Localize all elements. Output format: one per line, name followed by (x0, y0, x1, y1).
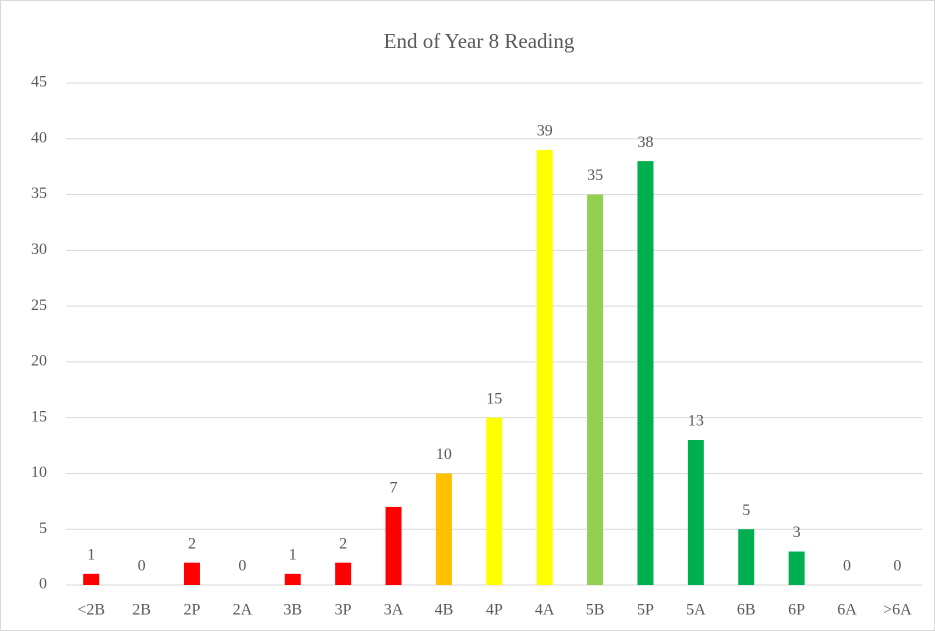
data-label: 15 (486, 390, 502, 407)
bar (486, 417, 503, 585)
data-label: 2 (188, 535, 196, 552)
bar (284, 573, 301, 585)
y-tick-label: 5 (39, 520, 47, 537)
y-tick-label: 20 (31, 353, 47, 370)
x-tick-label: 2A (233, 602, 253, 619)
x-tick-label: 6B (737, 602, 756, 619)
x-tick-label: 3B (283, 602, 302, 619)
x-tick-label: >6A (883, 602, 912, 619)
bar (637, 161, 654, 586)
x-tick-label: 3A (384, 602, 404, 619)
data-label: 10 (436, 446, 452, 463)
bar (788, 551, 805, 585)
data-label: 1 (289, 547, 297, 564)
bar (183, 562, 200, 585)
bar (335, 562, 352, 585)
data-label: 1 (87, 547, 95, 564)
y-tick-label: 25 (31, 297, 47, 314)
data-label: 35 (587, 167, 603, 184)
x-tick-label: <2B (77, 602, 105, 619)
data-label: 38 (637, 134, 653, 151)
chart-title: End of Year 8 Reading (384, 29, 575, 53)
x-tick-label: 6A (837, 602, 857, 619)
data-label: 2 (339, 535, 347, 552)
bar (687, 439, 704, 585)
bar (536, 149, 553, 585)
data-label: 39 (537, 123, 553, 140)
data-label: 0 (138, 558, 146, 575)
data-label: 0 (893, 558, 901, 575)
y-tick-label: 0 (39, 576, 47, 593)
data-label: 5 (742, 502, 750, 519)
y-tick-label: 15 (31, 408, 47, 425)
data-label: 3 (793, 524, 801, 541)
data-label: 0 (238, 558, 246, 575)
y-tick-label: 10 (31, 464, 47, 481)
x-tick-label: 2P (184, 602, 201, 619)
x-tick-label: 3P (335, 602, 352, 619)
x-tick-label: 2B (132, 602, 151, 619)
bar (83, 573, 100, 585)
y-tick-label: 30 (31, 241, 47, 258)
data-label: 0 (843, 558, 851, 575)
y-tick-label: 35 (31, 185, 47, 202)
x-tick-label: 5A (686, 602, 706, 619)
x-tick-label: 4P (486, 602, 503, 619)
x-tick-label: 5P (637, 602, 654, 619)
bar (385, 506, 402, 585)
y-tick-label: 45 (31, 74, 47, 91)
y-tick-label: 40 (31, 129, 47, 146)
x-tick-label: 4B (435, 602, 454, 619)
x-tick-label: 4A (535, 602, 555, 619)
bar (587, 194, 604, 586)
data-label: 13 (688, 413, 704, 430)
x-tick-label: 5B (586, 602, 605, 619)
data-label: 7 (390, 480, 398, 497)
bar (738, 529, 755, 585)
x-tick-label: 6P (788, 602, 805, 619)
bar (435, 473, 452, 585)
